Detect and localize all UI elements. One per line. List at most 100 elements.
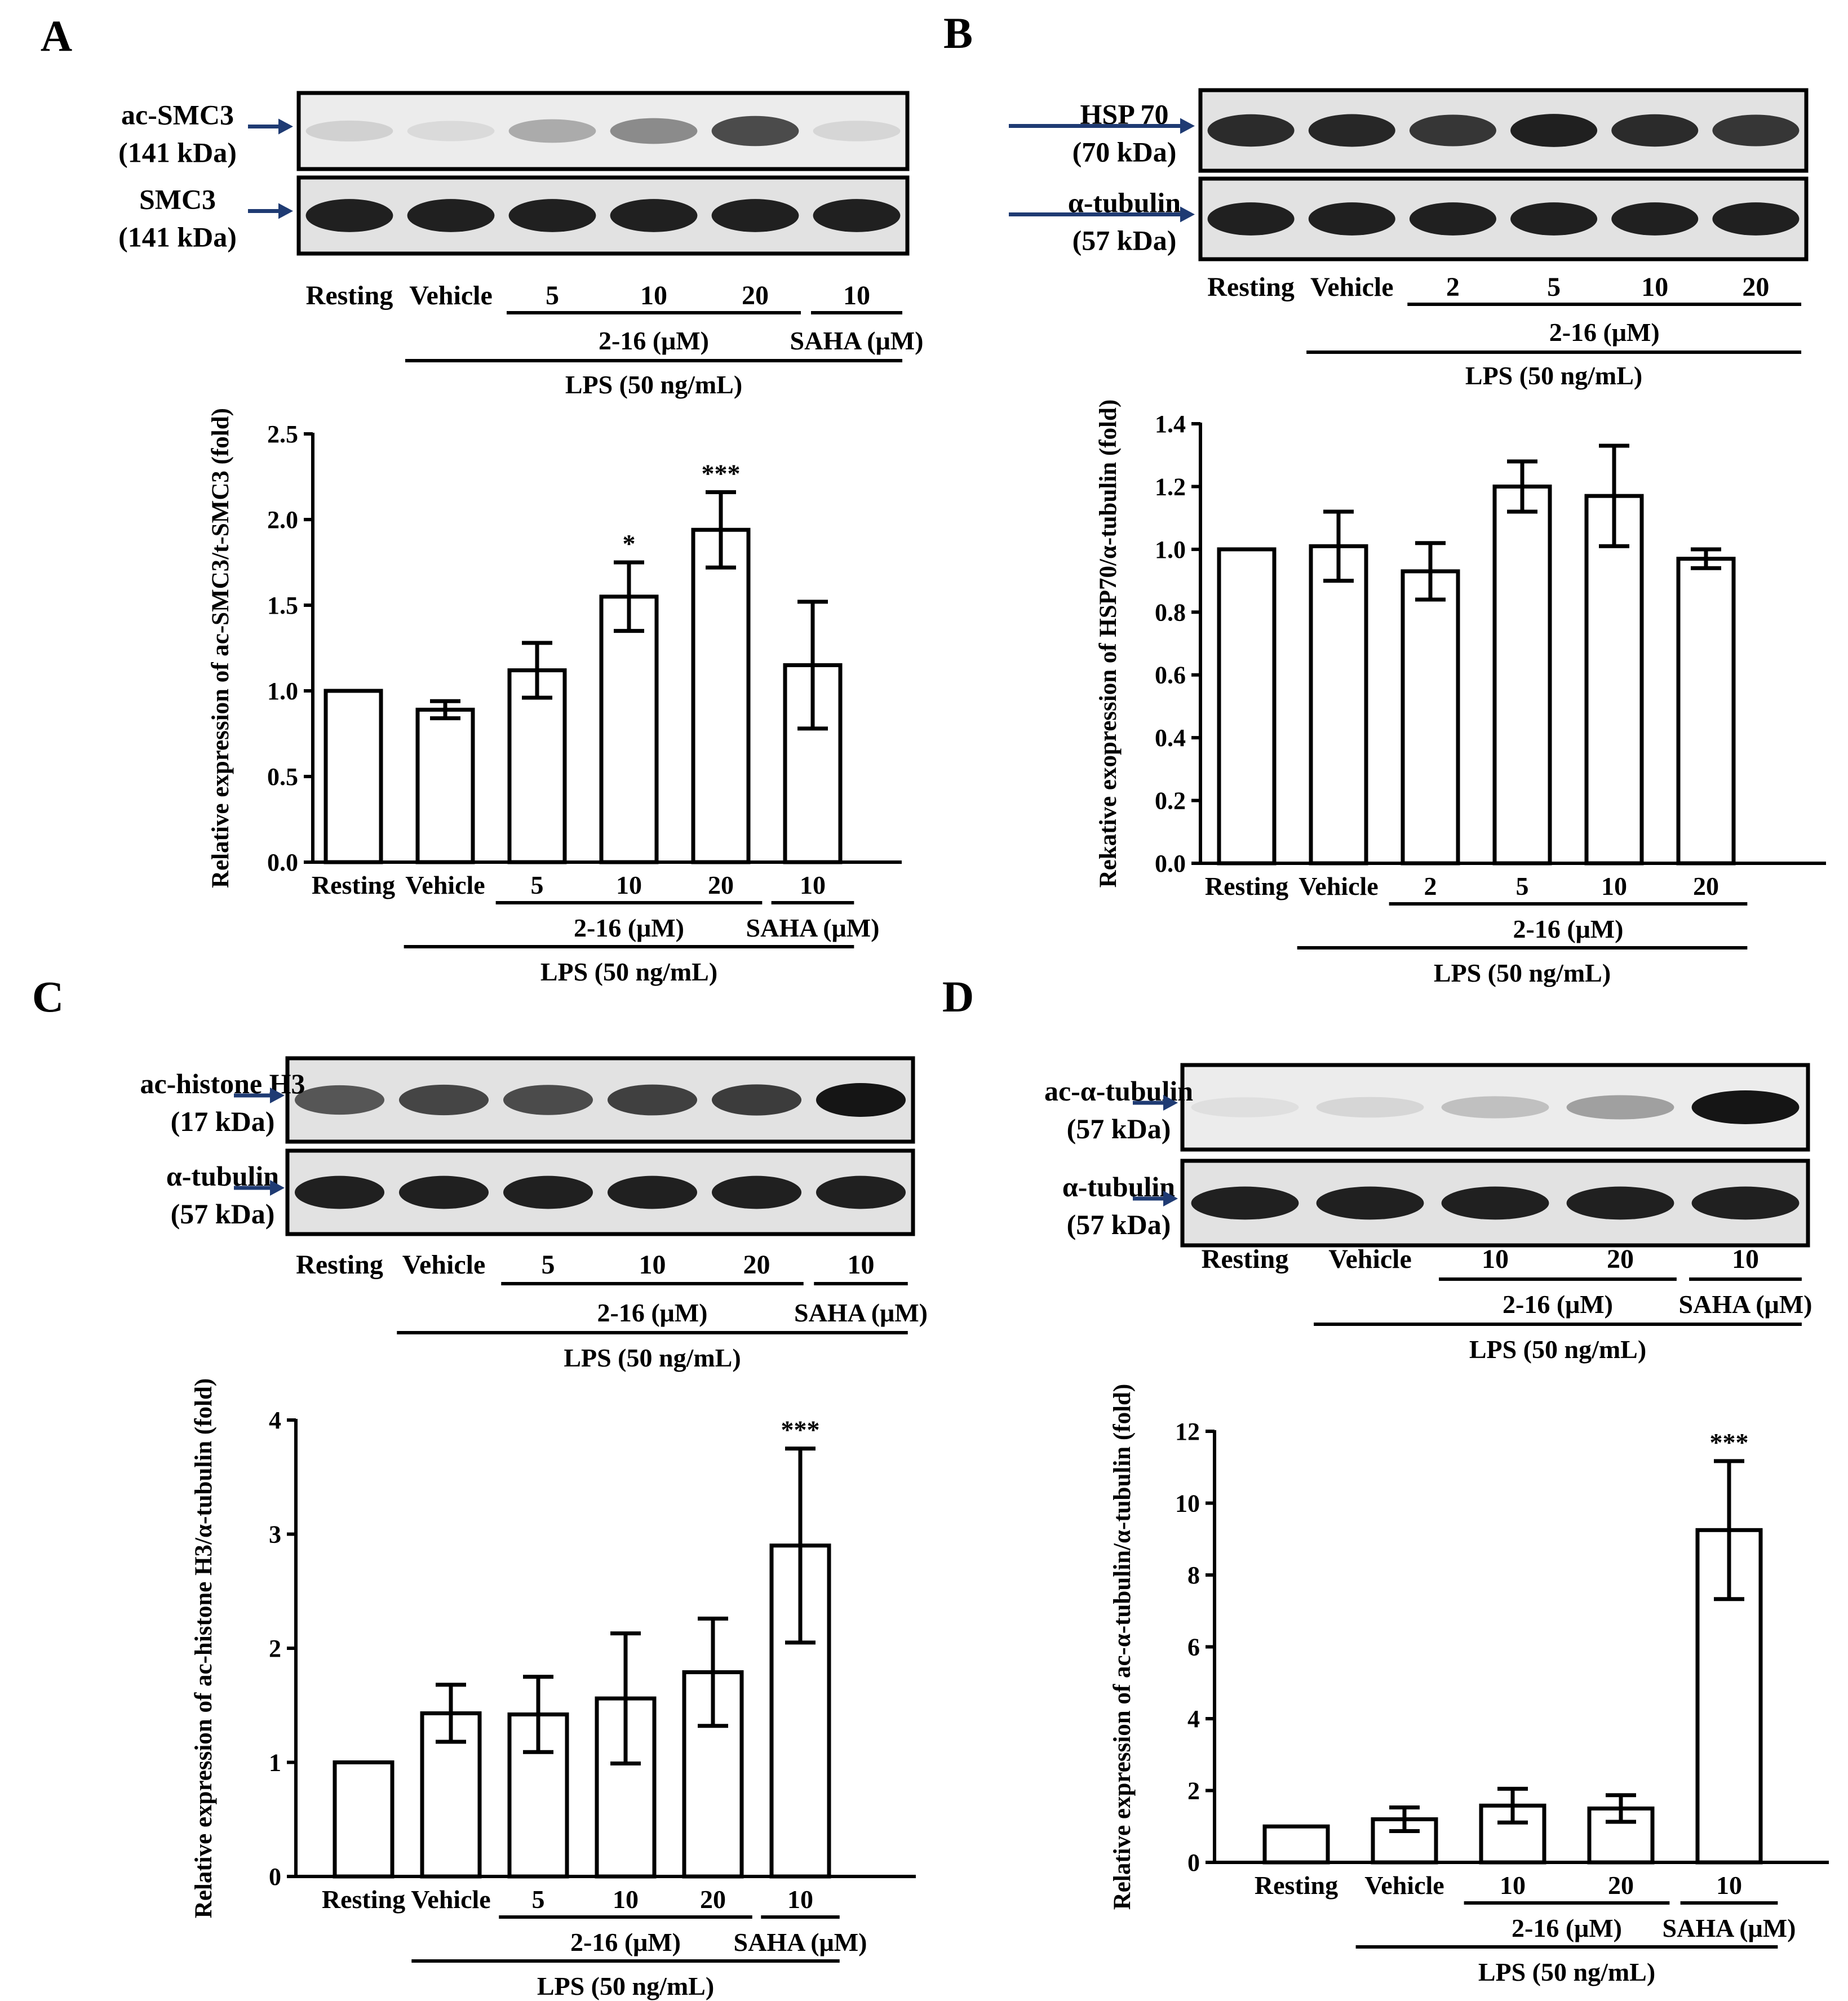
chart-group-label: LPS (50 ng/mL) [1478, 1958, 1655, 1986]
blot-band [294, 1175, 385, 1209]
x-tick-label: Vehicle [405, 871, 485, 899]
chart-group-label: 2-16 (μM) [1513, 915, 1624, 943]
blot-band [1510, 202, 1598, 236]
blot-lane-label: 10 [848, 1250, 875, 1280]
significance-mark: * [623, 529, 636, 558]
x-tick-label: 5 [532, 1885, 545, 1914]
arrow-head-icon [1180, 118, 1195, 134]
y-axis-label: Relative expression of ac-histone H3/α-t… [190, 1378, 217, 1918]
blot-lane-label: 10 [1641, 272, 1668, 302]
y-tick-label: 6 [1187, 1634, 1200, 1661]
blot-lane-label: 20 [1742, 272, 1769, 302]
blot-lane-label: 5 [1547, 272, 1561, 302]
blot-band [1191, 1097, 1299, 1117]
bar [691, 527, 751, 864]
blot-frame [285, 1056, 915, 1144]
y-tick-label: 1.0 [1155, 536, 1186, 564]
blot-group-label: LPS (50 ng/mL) [1469, 1335, 1646, 1364]
chart-group-label: LPS (50 ng/mL) [1434, 959, 1611, 987]
blot-frame [296, 175, 910, 256]
blot-band [398, 1084, 489, 1116]
bar [599, 594, 659, 864]
blot-size: (57 kDa) [1067, 1209, 1171, 1240]
blot-size: (70 kDa) [1073, 136, 1177, 168]
blot-lane-label: 10 [1482, 1244, 1509, 1274]
bar [1676, 557, 1736, 866]
y-tick-label: 0.0 [267, 849, 298, 876]
blot-band [1691, 1090, 1800, 1124]
y-tick-label: 2.0 [267, 506, 298, 534]
x-tick-label: 20 [700, 1885, 726, 1914]
y-tick-label: 2.5 [267, 420, 298, 448]
y-tick-label: 1.0 [267, 677, 298, 705]
y-tick-label: 1 [269, 1749, 281, 1777]
blot-size: (57 kDa) [1073, 225, 1177, 256]
x-tick-label: Resting [1255, 1871, 1338, 1900]
blot-band [1712, 202, 1800, 236]
blot-frame [285, 1148, 915, 1236]
panel-letter: D [942, 972, 974, 1021]
x-tick-label: 10 [800, 871, 826, 899]
y-tick-label: 0.6 [1155, 662, 1186, 689]
x-tick-label: 20 [1608, 1871, 1634, 1900]
blot-band [1207, 202, 1295, 236]
bar [1262, 1824, 1330, 1865]
blot-band [1316, 1186, 1424, 1220]
chart-group-label: LPS (50 ng/mL) [537, 1972, 714, 2000]
bar [1584, 494, 1644, 866]
chart-group-label: SAHA (μM) [734, 1928, 867, 1956]
bar [1492, 484, 1552, 866]
blot-band [407, 199, 495, 232]
blot-lane-label: 10 [639, 1250, 666, 1280]
y-tick-label: 2 [269, 1635, 281, 1662]
blot-band [503, 1085, 593, 1115]
blot-band [711, 1084, 802, 1116]
blot-band [610, 199, 698, 232]
panel-letter: B [943, 8, 973, 57]
arrow-head-icon [278, 203, 293, 219]
arrow-head-icon [270, 1088, 285, 1103]
blot-band [407, 121, 495, 141]
x-tick-label: Vehicle [1364, 1871, 1444, 1900]
blot-band [1409, 114, 1496, 147]
blot-band [294, 1085, 385, 1115]
blot-group-label: 2-16 (μM) [597, 1298, 708, 1327]
blot-band [1409, 202, 1496, 236]
panel-c: Cac-histone H3(17 kDa)α-tubulin(57 kDa)R… [32, 972, 928, 2000]
blot-lane-label: Vehicle [409, 281, 493, 310]
blot-band [398, 1175, 489, 1209]
y-tick-label: 0.4 [1155, 724, 1186, 752]
blot-group-label: SAHA (μM) [794, 1298, 928, 1327]
panel-letter: A [41, 11, 72, 60]
blot-lane-label: Vehicle [1310, 272, 1394, 302]
x-tick-label: Resting [1205, 872, 1288, 900]
blot-lane-label: Vehicle [1328, 1244, 1412, 1274]
x-tick-label: 5 [1516, 872, 1529, 900]
blot-band [1308, 202, 1395, 236]
blot-band [1510, 114, 1598, 147]
y-tick-label: 4 [1187, 1705, 1200, 1733]
bar-chart: 0 1 2 3 4 Relative expression of ac-histone H… [190, 1378, 916, 2000]
bar [1217, 547, 1277, 866]
x-tick-label: Resting [312, 871, 395, 899]
x-tick-label: Vehicle [411, 1885, 490, 1914]
blot-group-label: SAHA (μM) [1679, 1290, 1812, 1319]
blot-lane-label: 5 [542, 1250, 555, 1280]
blot-lane-label: 20 [1607, 1244, 1634, 1274]
panel-d: Dac-α-tubulin(57 kDa)α-tubulin(57 kDa)Re… [942, 972, 1829, 1986]
x-tick-label: Vehicle [1299, 872, 1378, 900]
bar-chart: 0.0 0.2 0.4 0.6 0.8 1.0 1.2 1.4 Rekative exopres… [1095, 400, 1826, 987]
x-tick-label: 5 [531, 871, 544, 899]
blot-band [610, 118, 698, 144]
bar-chart: 0.0 0.5 1.0 1.5 2.0 2.5 Relative expression of… [207, 408, 902, 986]
blot-band [607, 1084, 698, 1116]
y-tick-label: 12 [1175, 1418, 1200, 1445]
bar-chart: 0 2 4 6 8 10 12 Relative expression of ac-α-tub… [1109, 1384, 1829, 1986]
blot-group-label: 2-16 (μM) [1549, 318, 1660, 347]
chart-group-label: 2-16 (μM) [1512, 1914, 1622, 1942]
blot-label: ac-SMC3 [121, 99, 234, 131]
blot-band [508, 119, 596, 143]
blot-band [305, 120, 393, 142]
chart-group-label: 2-16 (μM) [574, 913, 684, 942]
